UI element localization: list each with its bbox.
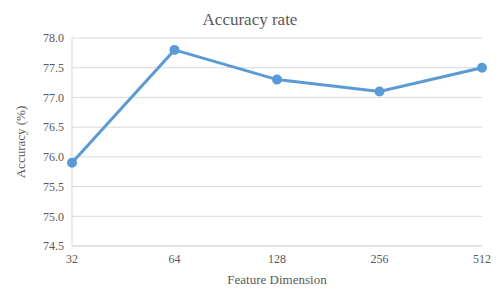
svg-text:64: 64 xyxy=(169,252,181,266)
svg-text:75.0: 75.0 xyxy=(43,210,64,224)
svg-text:77.5: 77.5 xyxy=(43,61,64,75)
svg-text:Feature Dimension: Feature Dimension xyxy=(227,272,327,286)
svg-text:74.5: 74.5 xyxy=(43,239,64,253)
svg-text:78.0: 78.0 xyxy=(43,32,64,45)
svg-text:32: 32 xyxy=(66,252,78,266)
svg-text:77.0: 77.0 xyxy=(43,91,64,105)
svg-text:512: 512 xyxy=(473,252,491,266)
html-text:Accuracy rate: Accuracy rate xyxy=(202,10,298,29)
svg-text:Accuracy (%): Accuracy (%) xyxy=(13,106,28,179)
svg-text:128: 128 xyxy=(268,252,286,266)
svg-text:256: 256 xyxy=(371,252,389,266)
svg-text:76.5: 76.5 xyxy=(43,120,64,134)
svg-text:76.0: 76.0 xyxy=(43,150,64,164)
svg-text:75.5: 75.5 xyxy=(43,180,64,194)
